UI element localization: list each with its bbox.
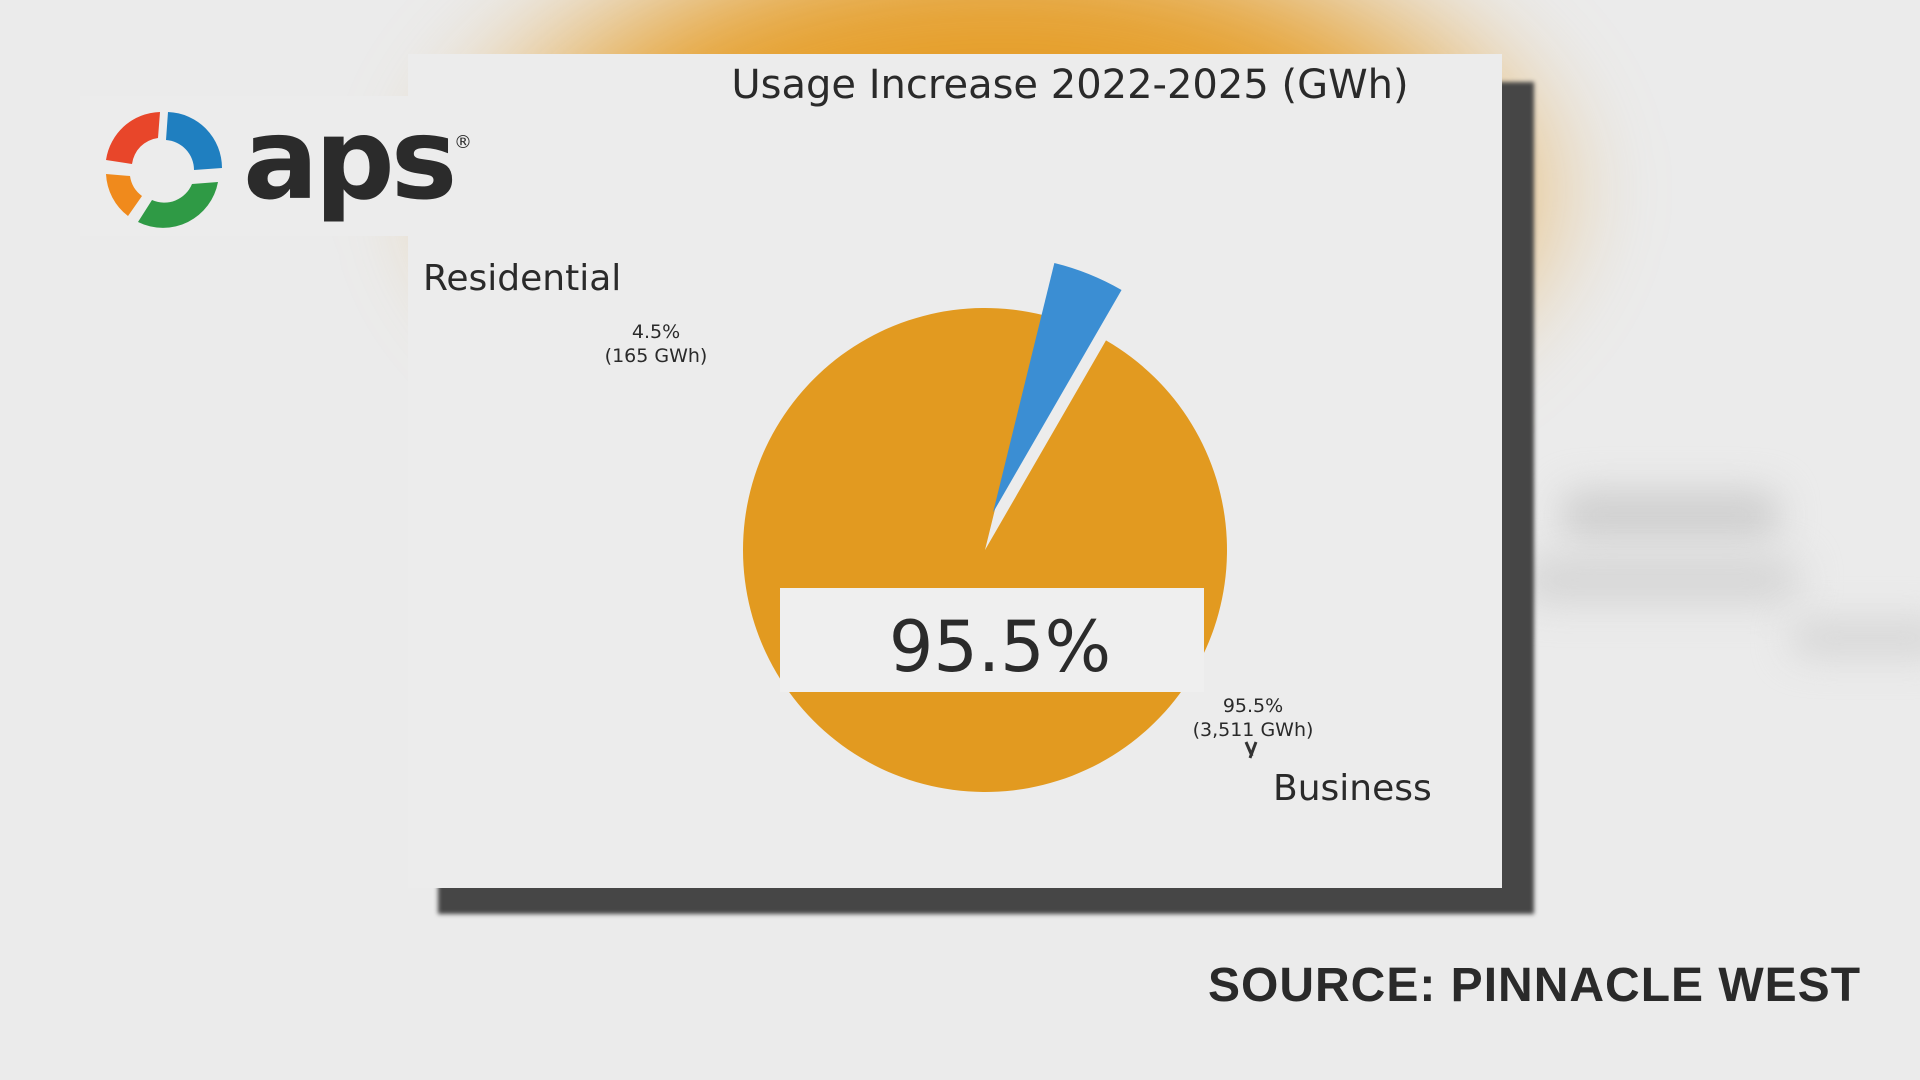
background-blur-text: [1790, 620, 1920, 656]
series-label-business: Business: [1273, 768, 1432, 809]
data-label-business-value: (3,511 GWh): [1192, 719, 1314, 741]
logo-registered-mark: ®: [454, 132, 472, 153]
chart-title: Usage Increase 2022-2025 (GWh): [731, 62, 1409, 108]
data-label-residential-value: (165 GWh): [604, 345, 708, 367]
highlight-value: 95.5%: [888, 606, 1112, 688]
leader-line-business: [1244, 741, 1258, 759]
pie-slice-residential: [993, 262, 1122, 513]
data-label-residential-percent: 4.5%: [631, 321, 681, 343]
series-label-residential: Residential: [423, 258, 622, 299]
background-blur-text: [1560, 490, 1780, 540]
data-label-business-percent: 95.5%: [1222, 695, 1284, 717]
pie-slice-business: [742, 307, 1227, 792]
background-blur-text: [1520, 560, 1800, 600]
logo-text: aps: [243, 95, 457, 225]
data-label-business: 95.5% (3,511 GWh): [1183, 694, 1323, 742]
highlight-box: [780, 588, 1204, 692]
aps-logo-icon: [106, 112, 223, 228]
source-caption: SOURCE: PINNACLE WEST: [1208, 959, 1862, 1012]
data-label-residential: 4.5% (165 GWh): [596, 320, 716, 368]
